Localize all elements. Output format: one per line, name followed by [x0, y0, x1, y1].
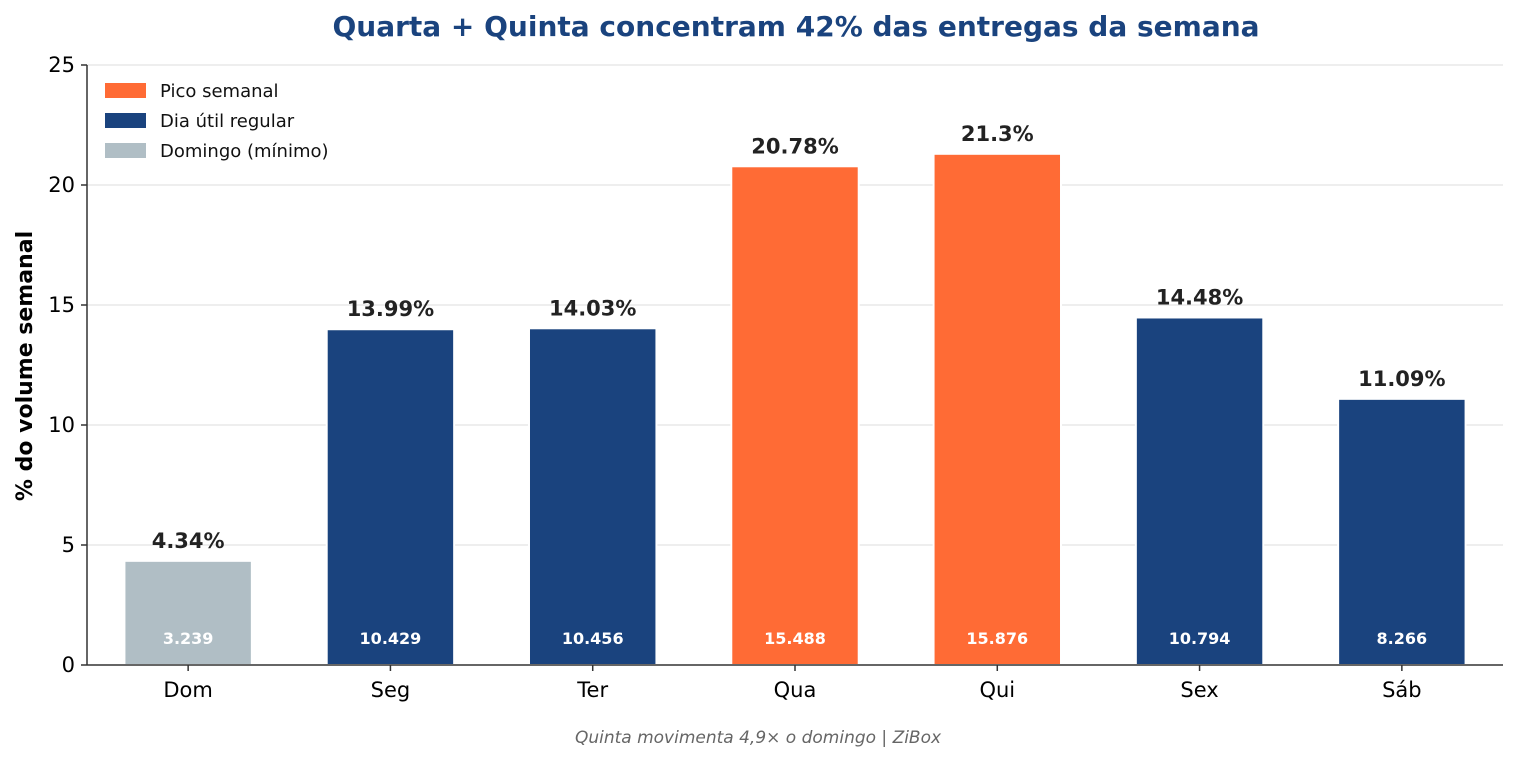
y-tick-label: 25	[48, 53, 75, 77]
x-tick-label: Qui	[979, 678, 1015, 702]
legend-swatch-minimo	[105, 143, 146, 158]
x-tick-label: Ter	[576, 678, 608, 702]
y-tick-label: 10	[48, 413, 75, 437]
legend: Pico semanal Dia útil regular Domingo (mín…	[105, 81, 329, 162]
y-tick-label: 0	[62, 653, 75, 677]
y-tick-label: 5	[62, 533, 75, 557]
footer-note: Quinta movimenta 4,9× o domingo | ZiBox	[575, 728, 942, 748]
bar-value-label: 13.99%	[347, 297, 434, 321]
y-tick-label: 20	[48, 173, 75, 197]
bar-seg	[325, 328, 456, 666]
bar-sáb	[1337, 397, 1467, 666]
x-tick-label: Sáb	[1382, 678, 1422, 702]
x-tick-label: Dom	[163, 678, 212, 702]
bar-value-label: 21.3%	[961, 122, 1034, 146]
bar-ter	[527, 327, 658, 666]
x-tick-labels: Dom Seg Ter Qua Qui Sex Sáb	[163, 678, 1421, 702]
legend-swatch-regular	[105, 113, 146, 128]
y-tick-labels: 0 5 10 15 20 25	[48, 53, 75, 677]
bar-count-label: 15.488	[764, 629, 826, 648]
bar-count-label: 10.794	[1169, 629, 1231, 648]
bar-value-label: 14.48%	[1156, 285, 1243, 309]
legend-label-minimo: Domingo (mínimo)	[160, 141, 329, 162]
bar-count-label: 10.456	[562, 629, 624, 648]
bar-sex	[1134, 316, 1265, 666]
x-tick-label: Sex	[1180, 678, 1218, 702]
y-axis-label: % do volume semanal	[13, 231, 38, 501]
legend-swatch-pico	[105, 83, 146, 98]
bar-count-label: 15.876	[966, 629, 1028, 648]
axes-group	[81, 64, 1503, 671]
bar-qua	[730, 165, 860, 666]
bar-value-label: 20.78%	[751, 134, 838, 158]
legend-label-pico: Pico semanal	[160, 81, 279, 102]
y-tick-label: 15	[48, 293, 75, 317]
legend-label-regular: Dia útil regular	[160, 111, 295, 132]
bar-qui	[932, 152, 1063, 667]
bar-dom	[123, 559, 253, 667]
x-tick-label: Qua	[774, 678, 817, 702]
x-tick-label: Seg	[371, 678, 411, 702]
bar-value-label: 4.34%	[152, 529, 225, 553]
bar-value-label: 14.03%	[549, 296, 636, 320]
bars-group: 4.34% 3.239 13.99% 10.429 14.03% 10.456 20.78%…	[123, 122, 1467, 667]
bar-count-label: 8.266	[1377, 629, 1428, 648]
chart-title: Quarta + Quinta concentram 42% das entre…	[332, 10, 1259, 43]
bar-value-label: 11.09%	[1358, 367, 1445, 391]
bar-count-label: 3.239	[163, 629, 214, 648]
bar-count-label: 10.429	[360, 629, 422, 648]
